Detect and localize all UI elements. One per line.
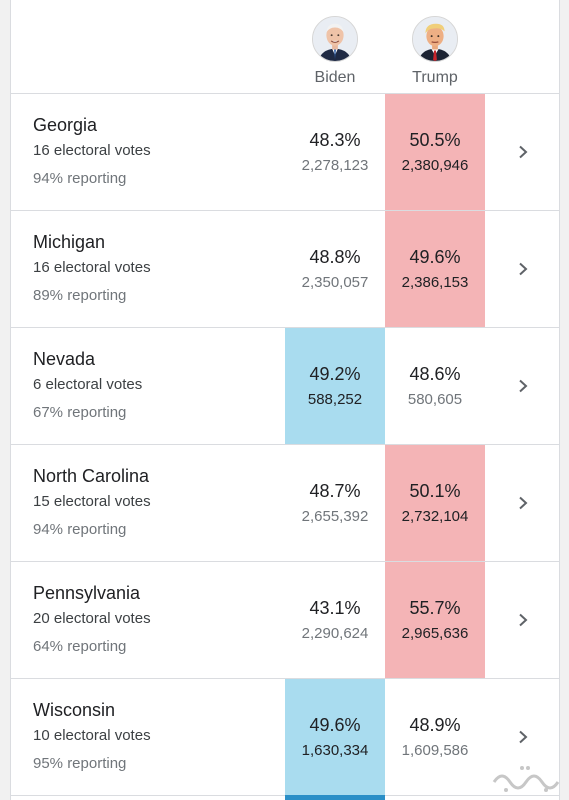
candidate-name-biden: Biden <box>314 69 356 86</box>
biden-percent: 48.3% <box>309 130 361 150</box>
biden-avatar-icon <box>312 16 358 62</box>
trump-result-cell: 48.9% 1,609,586 <box>385 679 485 795</box>
state-info: Pennsylvania 20 electoral votes 64% repo… <box>33 582 151 656</box>
candidates-header: Biden Trump <box>11 0 559 94</box>
chevron-right-icon[interactable] <box>511 140 535 164</box>
biden-result-cell: 48.3% 2,278,123 <box>285 94 385 210</box>
electoral-votes: 16 electoral votes <box>33 142 151 159</box>
biden-votes: 1,630,334 <box>301 742 369 759</box>
electoral-votes: 16 electoral votes <box>33 259 151 276</box>
biden-percent: 48.8% <box>309 247 361 267</box>
trump-votes: 1,609,586 <box>401 742 469 759</box>
state-name: Michigan <box>33 232 106 252</box>
candidate-biden: Biden <box>285 16 385 90</box>
trump-votes: 2,732,104 <box>401 508 469 525</box>
state-name: North Carolina <box>33 466 150 486</box>
site-logo-watermark <box>488 760 564 796</box>
reporting-percent: 64% reporting <box>33 638 127 655</box>
biden-votes: 2,350,057 <box>301 274 369 291</box>
biden-votes: 2,655,392 <box>301 508 369 525</box>
trump-percent: 48.9% <box>409 715 461 735</box>
trump-percent: 49.6% <box>409 247 461 267</box>
biden-percent: 43.1% <box>309 598 361 618</box>
biden-percent: 49.2% <box>309 364 361 384</box>
trump-result-cell: 48.6% 580,605 <box>385 328 485 444</box>
state-name: Pennsylvania <box>33 583 141 603</box>
biden-result-cell: 43.1% 2,290,624 <box>285 562 385 678</box>
state-info: Michigan 16 electoral votes 89% reportin… <box>33 231 151 305</box>
state-info: Georgia 16 electoral votes 94% reporting <box>33 114 151 188</box>
reporting-percent: 94% reporting <box>33 521 127 538</box>
electoral-votes: 6 electoral votes <box>33 376 143 393</box>
chevron-right-icon[interactable] <box>511 491 535 515</box>
state-name: Nevada <box>33 349 96 369</box>
biden-percent: 48.7% <box>309 481 361 501</box>
reporting-percent: 67% reporting <box>33 404 127 421</box>
state-row-georgia[interactable]: Georgia 16 electoral votes 94% reporting… <box>11 94 559 211</box>
trump-result-cell: 49.6% 2,386,153 <box>385 211 485 327</box>
chevron-right-icon[interactable] <box>511 374 535 398</box>
biden-votes: 588,252 <box>307 391 363 408</box>
chevron-right-icon[interactable] <box>511 608 535 632</box>
trump-percent: 55.7% <box>409 598 461 618</box>
trump-votes: 2,386,153 <box>401 274 469 291</box>
biden-result-cell: 49.6% 1,630,334 <box>285 679 385 795</box>
trump-votes: 2,380,946 <box>401 157 469 174</box>
state-row-michigan[interactable]: Michigan 16 electoral votes 89% reportin… <box>11 211 559 328</box>
results-card: Biden Trump <box>10 0 560 800</box>
trump-percent: 50.1% <box>409 481 461 501</box>
reporting-percent: 94% reporting <box>33 170 127 187</box>
state-row-wisconsin[interactable]: Wisconsin 10 electoral votes 95% reporti… <box>11 679 559 796</box>
next-row-highlight <box>285 795 385 800</box>
biden-result-cell: 48.7% 2,655,392 <box>285 445 385 561</box>
biden-result-cell: 49.2% 588,252 <box>285 328 385 444</box>
state-row-north-carolina[interactable]: North Carolina 15 electoral votes 94% re… <box>11 445 559 562</box>
electoral-votes: 10 electoral votes <box>33 727 151 744</box>
candidate-name-trump: Trump <box>412 69 458 86</box>
candidate-trump: Trump <box>385 16 485 90</box>
state-results-list: Georgia 16 electoral votes 94% reporting… <box>11 94 559 796</box>
state-info: Nevada 6 electoral votes 67% reporting <box>33 348 142 422</box>
biden-votes: 2,278,123 <box>301 157 369 174</box>
trump-percent: 50.5% <box>409 130 461 150</box>
trump-votes: 2,965,636 <box>401 625 469 642</box>
reporting-percent: 95% reporting <box>33 755 127 772</box>
chevron-right-icon[interactable] <box>511 257 535 281</box>
biden-result-cell: 48.8% 2,350,057 <box>285 211 385 327</box>
electoral-votes: 20 electoral votes <box>33 610 151 627</box>
trump-avatar-icon <box>412 16 458 62</box>
state-info: North Carolina 15 electoral votes 94% re… <box>33 465 151 539</box>
trump-percent: 48.6% <box>409 364 461 384</box>
reporting-percent: 89% reporting <box>33 287 127 304</box>
biden-percent: 49.6% <box>309 715 361 735</box>
trump-result-cell: 50.5% 2,380,946 <box>385 94 485 210</box>
state-row-nevada[interactable]: Nevada 6 electoral votes 67% reporting 4… <box>11 328 559 445</box>
electoral-votes: 15 electoral votes <box>33 493 151 510</box>
state-name: Wisconsin <box>33 700 116 720</box>
state-row-pennsylvania[interactable]: Pennsylvania 20 electoral votes 64% repo… <box>11 562 559 679</box>
biden-votes: 2,290,624 <box>301 625 369 642</box>
trump-votes: 580,605 <box>407 391 463 408</box>
trump-result-cell: 50.1% 2,732,104 <box>385 445 485 561</box>
chevron-right-icon[interactable] <box>511 725 535 749</box>
state-info: Wisconsin 10 electoral votes 95% reporti… <box>33 699 151 773</box>
state-name: Georgia <box>33 115 98 135</box>
trump-result-cell: 55.7% 2,965,636 <box>385 562 485 678</box>
